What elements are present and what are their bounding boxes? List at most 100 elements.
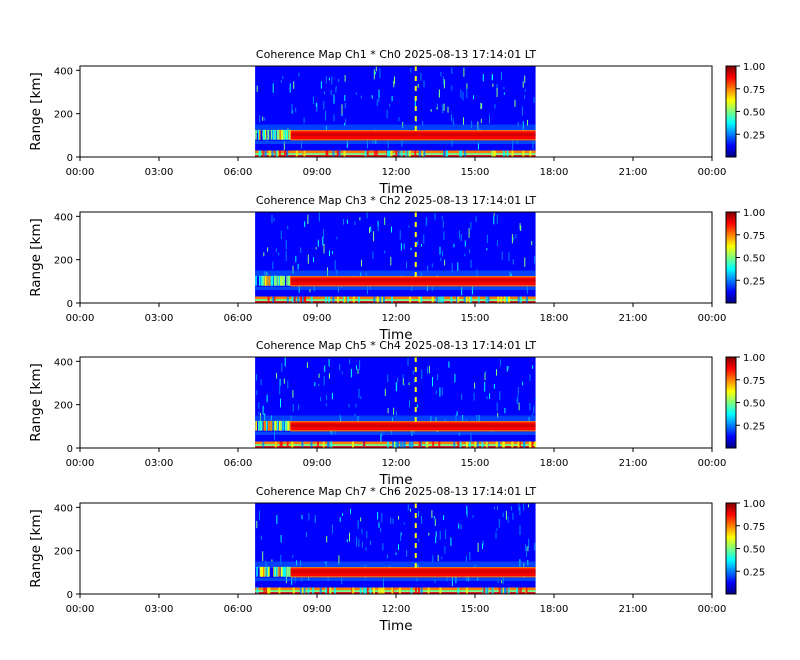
noise-streak [324,365,326,373]
weak-layer-streak [278,566,280,577]
noise-streak [463,117,464,125]
weak-layer-streak [271,275,274,286]
weak-layer-streak [288,129,291,140]
x-axis-label: Time [378,181,412,197]
noise-streak [358,388,360,399]
clutter-streak [347,296,349,303]
weak-layer-streak [260,275,263,286]
noise-streak [507,516,509,523]
y-axis-label: Range [km] [28,218,44,297]
heatmap [255,503,536,594]
clutter-streak [394,441,396,448]
noise-streak [445,529,447,540]
clutter-streak [258,150,261,157]
weak-layer-streak [263,129,265,140]
noise-streak [377,220,379,228]
noise-streak [517,395,519,403]
noise-streak [428,532,430,536]
noise-streak [492,83,494,87]
noise-streak [408,382,410,386]
y-tick-label: 200 [54,401,73,412]
noise-streak [372,251,374,260]
noise-streak [431,510,433,518]
noise-streak [276,372,278,379]
clutter-streak [438,441,441,448]
layer-halo [255,270,536,277]
clutter-streak [267,296,270,303]
weak-layer-streak [286,129,289,140]
noise-streak [292,554,294,558]
noise-streak [466,505,468,516]
noise-streak [482,74,484,82]
weak-layer-streak [256,566,258,577]
clutter-streak [403,441,406,448]
noise-streak [491,74,493,80]
weak-layer-streak [273,566,275,577]
weak-layer-streak [274,275,276,286]
noise-streak [377,225,379,231]
x-tick-label: 21:00 [619,167,648,178]
noise-streak [359,217,361,221]
panel-title: Coherence Map Ch1 * Ch0 2025-08-13 17:14… [256,48,536,61]
noise-streak [386,554,388,559]
clutter-streak [497,296,500,303]
noise-streak [399,230,401,240]
noise-streak [436,107,438,110]
clutter-streak [400,441,402,448]
clutter-streak [302,296,305,303]
noise-streak [461,287,463,296]
clutter-streak [493,150,496,157]
y-tick-label: 400 [54,212,73,223]
noise-streak [349,532,350,542]
clutter-streak [388,150,391,157]
clutter-streak [380,296,383,303]
colorbar-tick-label: 0.75 [743,376,765,387]
weak-layer-streak [285,420,288,431]
x-tick-label: 21:00 [619,313,648,324]
clutter-streak [312,587,315,594]
clutter-streak [366,150,369,157]
clutter-streak [366,587,369,594]
noise-streak [378,89,380,98]
noise-streak [466,83,468,89]
clutter-streak [405,150,408,157]
noise-streak [460,524,462,530]
clutter-streak [498,441,501,448]
noise-streak [450,537,452,546]
noise-streak [291,109,293,114]
noise-streak [350,508,351,515]
clutter-streak [409,296,412,303]
clutter-streak [485,296,488,303]
noise-streak [357,523,359,530]
layer-halo [255,140,536,144]
clutter-streak [465,587,468,594]
noise-streak [421,515,422,524]
noise-streak [515,234,517,239]
clutter-streak [268,587,271,594]
clutter-streak [382,587,385,594]
clutter-streak [334,587,336,594]
clutter-streak [491,587,494,594]
clutter-streak [398,587,401,594]
x-tick-label: 06:00 [224,458,253,469]
noise-streak [283,378,285,384]
noise-streak [376,99,378,107]
noise-streak [392,518,394,524]
noise-streak [287,225,289,230]
noise-streak [504,407,506,414]
panel-1: Coherence Map Ch1 * Ch0 2025-08-13 17:14… [28,48,765,197]
noise-streak [345,118,347,124]
interference-dash [414,212,417,217]
weak-layer-streak [255,129,257,140]
noise-streak [517,386,519,395]
noise-streak [389,104,391,107]
weak-layer-streak [283,566,285,577]
noise-streak [370,226,372,232]
weak-layer-streak [279,129,281,140]
interference-dash [414,417,417,422]
x-tick-label: 00:00 [698,167,727,178]
weak-layer-streak [281,129,283,140]
clutter-streak [402,441,405,448]
noise-streak [291,104,293,110]
colorbar-tick-label: 0.50 [743,399,765,410]
